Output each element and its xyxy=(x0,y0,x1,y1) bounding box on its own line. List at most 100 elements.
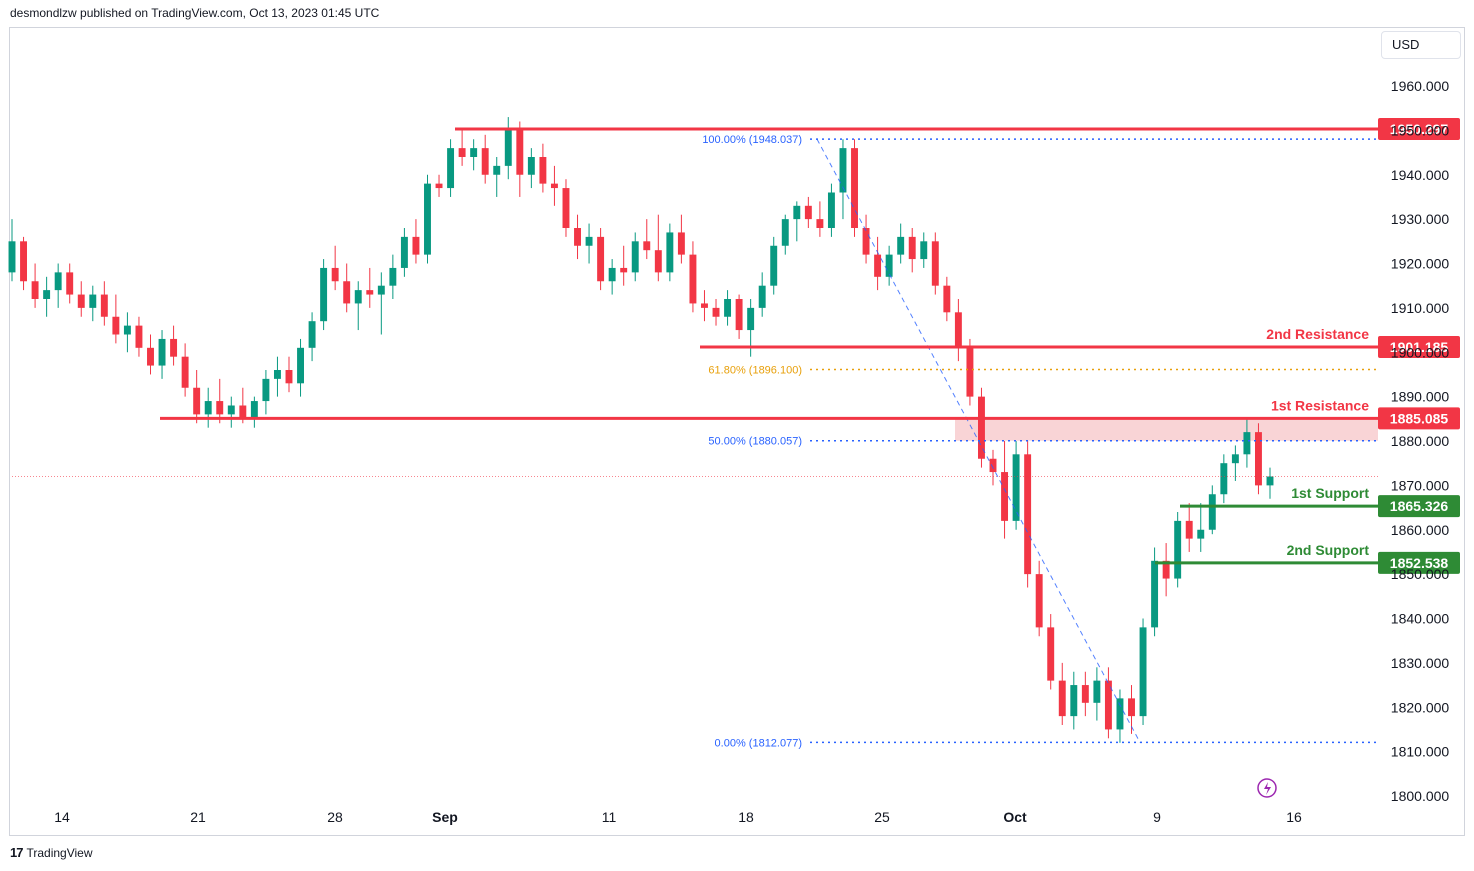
candle-body xyxy=(112,316,120,335)
candle-body xyxy=(320,267,328,322)
y-tick-label: 1900.000 xyxy=(1391,344,1450,360)
y-tick-label: 1940.000 xyxy=(1391,167,1450,183)
x-tick-label: Oct xyxy=(1003,809,1027,825)
candle-body xyxy=(77,294,85,308)
candle-body xyxy=(273,370,281,379)
candle-body xyxy=(1081,685,1089,703)
candle-body xyxy=(1208,494,1216,530)
x-axis: 14 21 28 Sep 11 18 25 Oct 9 16 xyxy=(54,809,1302,825)
candle-body xyxy=(412,236,420,255)
candle-body xyxy=(123,325,131,335)
second-resistance-price-tag-text: 1901.185 xyxy=(1390,339,1449,355)
candle-body xyxy=(493,165,501,175)
candle-body xyxy=(424,183,431,255)
fib-level-label: 61.80% (1896.100) xyxy=(708,365,802,377)
candle-body xyxy=(100,294,108,317)
candle-body xyxy=(331,267,339,282)
candle-body xyxy=(1058,680,1066,717)
candle-body xyxy=(435,183,443,189)
y-tick-label: 1890.000 xyxy=(1391,389,1450,405)
candle-body xyxy=(781,219,789,246)
candle-body xyxy=(377,285,385,295)
candle-body xyxy=(816,219,824,228)
currency-selector[interactable]: USD xyxy=(1381,31,1461,59)
first-resistance-label: 1st Resistance xyxy=(1271,397,1369,413)
candle-body xyxy=(989,458,997,473)
candle-body xyxy=(966,347,974,397)
y-tick-label: 1920.000 xyxy=(1391,256,1450,272)
first-support-price-tag-text: 1865.326 xyxy=(1390,498,1449,514)
first-support-label: 1st Support xyxy=(1291,485,1369,501)
candle-body xyxy=(250,401,258,419)
candle-body xyxy=(689,254,697,304)
candle-body xyxy=(758,285,766,308)
candle-body xyxy=(804,205,812,220)
candle-body xyxy=(216,401,224,415)
candle-body xyxy=(504,130,512,166)
candle-body xyxy=(66,272,74,295)
lightning-icon[interactable] xyxy=(1257,778,1277,798)
candle-body xyxy=(470,148,478,157)
candle-body xyxy=(954,312,962,348)
candle-body xyxy=(677,232,685,255)
candle-body xyxy=(862,228,870,255)
candle-body xyxy=(354,290,362,304)
candle-body xyxy=(597,236,605,282)
candle-body xyxy=(1151,560,1159,628)
candle-body xyxy=(1220,463,1228,495)
candle-body xyxy=(158,338,166,366)
candle-body xyxy=(516,130,524,175)
y-tick-label: 1800.000 xyxy=(1391,788,1450,804)
candle-body xyxy=(447,148,455,189)
y-tick-label: 1870.000 xyxy=(1391,477,1450,493)
candle-body xyxy=(43,290,51,299)
candle-body xyxy=(193,387,201,415)
x-tick-label: 11 xyxy=(602,809,617,825)
x-tick-label: 9 xyxy=(1153,809,1161,825)
candle-body xyxy=(724,299,732,317)
candle-body xyxy=(943,285,951,313)
first-support-price-tag xyxy=(1378,495,1460,518)
misc-layer xyxy=(1257,778,1277,798)
candle-body xyxy=(920,241,928,260)
candle-body xyxy=(539,157,547,184)
y-tick-label: 1910.000 xyxy=(1391,300,1450,316)
candle-body xyxy=(1012,454,1020,521)
candle-body xyxy=(400,236,408,268)
candle-body xyxy=(31,281,39,299)
candle-body xyxy=(851,148,858,228)
tradingview-logo-icon: 17 xyxy=(10,845,24,860)
candle-body xyxy=(20,241,28,282)
first-resistance-price-tag xyxy=(1378,407,1460,430)
y-tick-label: 1820.000 xyxy=(1391,699,1450,715)
candle-body xyxy=(1231,454,1239,464)
y-tick-label: 1860.000 xyxy=(1391,522,1450,538)
x-tick-label: 16 xyxy=(1286,809,1302,825)
candle-body xyxy=(1047,627,1055,681)
x-tick-label: 21 xyxy=(190,809,206,825)
candle-body xyxy=(620,267,628,273)
candle-body xyxy=(666,232,674,273)
y-tick-label: 1850.000 xyxy=(1391,566,1450,582)
resistance-top-price-tag-text: 1950.297 xyxy=(1390,121,1449,137)
candle-body xyxy=(389,267,397,286)
resistance-zone-layer xyxy=(955,418,1378,441)
second-support-price-tag xyxy=(1378,551,1460,574)
candle-body xyxy=(654,250,662,273)
candle-body xyxy=(204,401,212,415)
candle-body xyxy=(585,236,593,246)
x-tick-label: 14 xyxy=(54,809,70,825)
candle-body xyxy=(793,205,801,220)
fib-level-label: 0.00% (1812.077) xyxy=(715,737,802,749)
candle-body xyxy=(1162,560,1170,579)
y-tick-label: 1810.000 xyxy=(1391,744,1450,760)
x-tick-label: 18 xyxy=(738,809,754,825)
candle-body xyxy=(1266,476,1274,486)
candle-body xyxy=(608,267,616,282)
resistance-top-price-tag xyxy=(1378,118,1460,141)
x-tick-label: 25 xyxy=(874,809,890,825)
y-tick-label: 1830.000 xyxy=(1391,655,1450,671)
candle-body xyxy=(574,228,581,246)
y-tick-label: 1960.000 xyxy=(1391,78,1450,94)
